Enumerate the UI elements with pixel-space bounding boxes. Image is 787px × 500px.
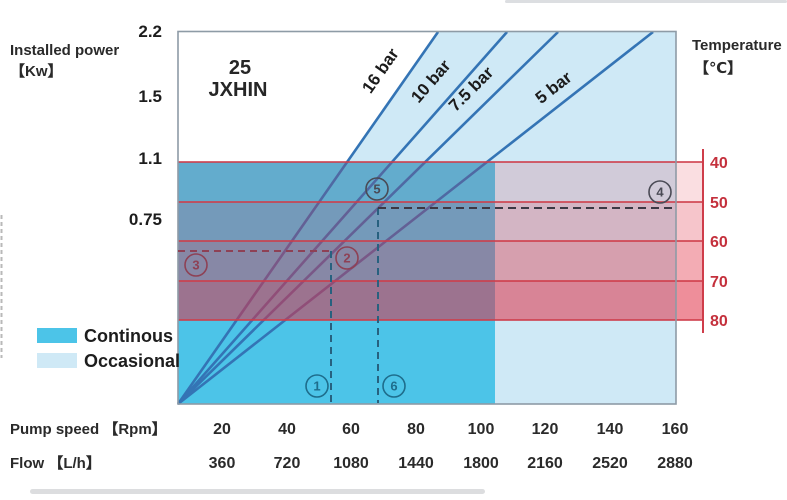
temperature-axis-unit: 【℃】: [694, 59, 742, 77]
band-60-70: [178, 241, 703, 281]
flow-axis-label: Flow 【L/h】: [10, 454, 101, 472]
marker-2: 2: [335, 246, 359, 270]
pressure-curves: [176, 30, 654, 406]
band-50-60: [178, 202, 703, 241]
marker-6-circle: [382, 374, 406, 398]
legend-label-continuous: Continous: [84, 326, 173, 346]
speed-tick: 40: [278, 421, 296, 438]
temp-tick: 40: [710, 155, 728, 172]
marker-5-circle: [365, 177, 389, 201]
speed-axis-ticks: 20 40 60 80 100 120 140 160: [213, 421, 688, 438]
curve-7-5bar: [177, 31, 559, 405]
power-tick: 1.1: [138, 149, 162, 168]
flow-axis-ticks: 360 720 1080 1440 1800 2160 2520 2880: [209, 455, 693, 472]
chart-border: [177, 30, 677, 405]
power-axis-ticks: 2.2 1.5 1.1 0.75: [129, 22, 162, 229]
flow-tick: 1080: [333, 455, 369, 472]
marker-6-number: 6: [390, 379, 397, 394]
temperature-lines: [178, 161, 703, 321]
scan-artifact-top: [505, 0, 787, 3]
marker-1-circle: [305, 374, 329, 398]
temperature-axis-label: Temperature: [692, 37, 782, 54]
flow-tick: 1440: [398, 455, 434, 472]
power-axis-unit: 【Kw】: [10, 62, 63, 80]
temp-tick: 80: [710, 313, 728, 330]
legend-swatch-continuous: [37, 328, 77, 343]
speed-tick: 20: [213, 421, 231, 438]
flow-tick: 720: [274, 455, 301, 472]
flow-tick: 2880: [657, 455, 693, 472]
speed-tick: 160: [662, 421, 689, 438]
temp-tick: 50: [710, 195, 728, 212]
label-16bar: 16 bar: [358, 45, 403, 97]
marker-3-circle: [184, 253, 208, 277]
speed-tick: 140: [597, 421, 624, 438]
legend-swatch-occasional: [37, 353, 77, 368]
curve-10bar: [177, 31, 508, 405]
temp-tick: 60: [710, 234, 728, 251]
power-axis-label: Installed power: [10, 42, 119, 59]
marker-1: 1: [305, 374, 329, 398]
scan-artifact-bottom: [30, 489, 485, 494]
circled-markers: 1 6 2 3 5 4: [184, 177, 672, 398]
chart-title-model: 25: [229, 57, 251, 79]
marker-5-number: 5: [373, 182, 380, 197]
temperature-axis-ticks: 40 50 60 70 80: [710, 155, 728, 330]
power-tick: 0.75: [129, 210, 162, 229]
marker-2-circle: [335, 246, 359, 270]
curve-16bar: [176, 31, 440, 405]
marker-3: 3: [184, 253, 208, 277]
marker-5: 5: [365, 177, 389, 201]
power-tick: 1.5: [138, 87, 162, 106]
flow-tick: 1800: [463, 455, 499, 472]
speed-tick: 120: [532, 421, 559, 438]
curve-5bar: [177, 30, 654, 406]
speed-axis-label: Pump speed 【Rpm】: [10, 420, 167, 438]
annotation-lines: [178, 207, 675, 403]
speed-tick: 80: [407, 421, 425, 438]
marker-4-number: 4: [656, 185, 664, 200]
temp-tick: 70: [710, 274, 728, 291]
flow-tick: 360: [209, 455, 236, 472]
power-tick: 2.2: [138, 22, 162, 41]
flow-tick: 2160: [527, 455, 563, 472]
chart-title-series: JXHIN: [209, 79, 268, 101]
flow-tick: 2520: [592, 455, 628, 472]
legend-label-occasional: Occasional: [84, 351, 180, 371]
band-40-50: [178, 162, 703, 202]
marker-6: 6: [382, 374, 406, 398]
legend: Continous Occasional: [37, 326, 180, 371]
speed-tick: 100: [468, 421, 495, 438]
marker-2-number: 2: [343, 251, 350, 266]
marker-3-number: 3: [192, 258, 199, 273]
marker-4-circle: [648, 180, 672, 204]
marker-4: 4: [648, 180, 672, 204]
marker-1-number: 1: [313, 379, 320, 394]
speed-tick: 60: [342, 421, 360, 438]
band-70-80: [178, 281, 703, 320]
